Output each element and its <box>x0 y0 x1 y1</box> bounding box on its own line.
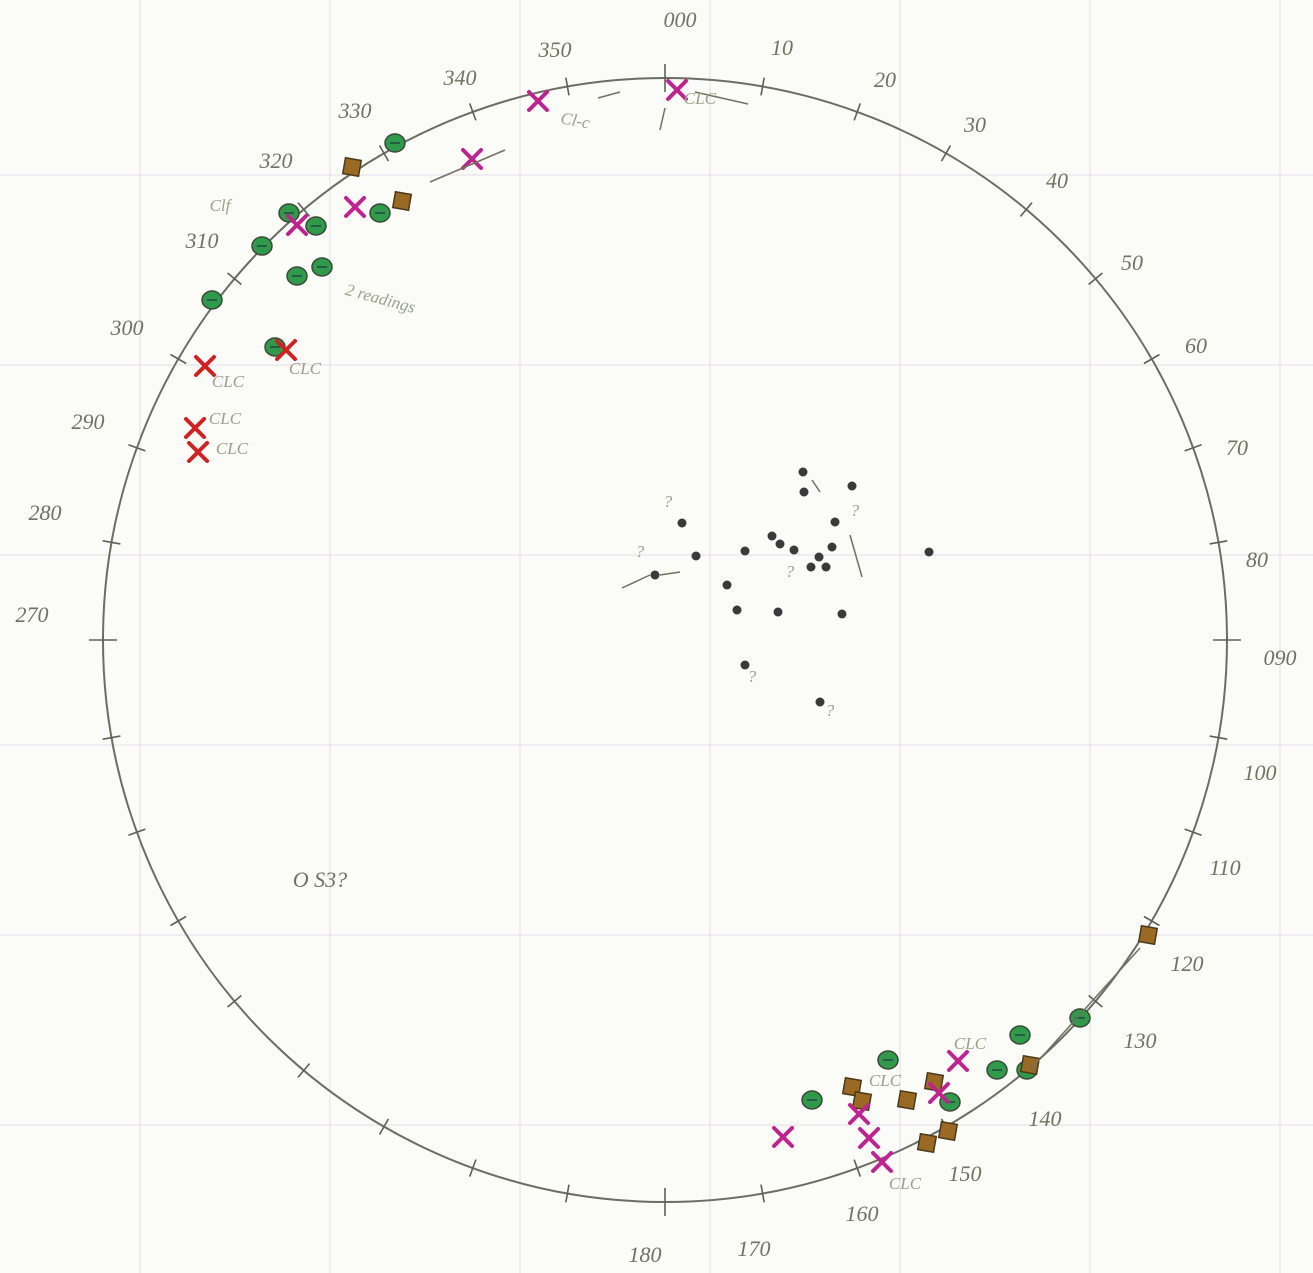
azimuth-label: 320 <box>259 148 293 173</box>
brown-pole <box>1139 926 1158 945</box>
center-pole <box>800 488 809 497</box>
annotation: CLC <box>289 359 322 378</box>
center-pole <box>828 543 837 552</box>
annotation: CLC <box>684 89 717 108</box>
annotation: ? <box>748 667 757 686</box>
page: 000 10 20 30 40 50 60 70 80 090 100 110 120 130 140 150… <box>0 0 1313 1273</box>
center-pole <box>733 606 742 615</box>
annotation: ? <box>826 701 835 720</box>
brown-pole <box>939 1122 958 1141</box>
azimuth-label: 310 <box>185 228 219 253</box>
brown-pole <box>1021 1056 1040 1075</box>
azimuth-label: 330 <box>338 98 372 123</box>
center-pole <box>831 518 840 527</box>
center-pole <box>776 540 785 549</box>
annotation: ? <box>664 492 673 511</box>
annotation: CLC <box>889 1174 922 1193</box>
azimuth-label: 60 <box>1185 333 1207 358</box>
azimuth-label: 340 <box>443 65 477 90</box>
center-pole <box>768 532 777 541</box>
azimuth-label: 100 <box>1244 760 1277 785</box>
annotation: ? <box>636 542 645 561</box>
center-pole <box>790 546 799 555</box>
azimuth-label: 30 <box>963 112 986 137</box>
azimuth-label: 280 <box>29 500 62 525</box>
center-pole <box>723 581 732 590</box>
center-pole <box>848 482 857 491</box>
paper <box>0 0 1313 1273</box>
stereonet: 000 10 20 30 40 50 60 70 80 090 100 110 120 130 140 150… <box>0 0 1313 1273</box>
brown-pole <box>898 1091 917 1110</box>
azimuth-label: 160 <box>846 1201 879 1226</box>
center-pole <box>807 563 816 572</box>
center-pole <box>678 519 687 528</box>
center-pole <box>799 468 808 477</box>
azimuth-label: 350 <box>538 37 572 62</box>
azimuth-label: 120 <box>1171 951 1204 976</box>
azimuth-label: 090 <box>1264 645 1297 670</box>
azimuth-label: 000 <box>664 7 697 32</box>
azimuth-label: 270 <box>16 602 49 627</box>
brown-pole <box>343 158 362 177</box>
annotation: ? <box>786 562 795 581</box>
azimuth-label: 170 <box>738 1236 771 1261</box>
center-pole <box>741 547 750 556</box>
center-pole <box>774 608 783 617</box>
center-pole <box>692 552 701 561</box>
annotation: CLC <box>209 409 242 428</box>
azimuth-label: 80 <box>1246 547 1268 572</box>
center-pole <box>925 548 934 557</box>
center-pole <box>651 571 660 580</box>
azimuth-label: 290 <box>72 409 105 434</box>
azimuth-label: 70 <box>1226 435 1248 460</box>
annotation: Clf <box>210 196 233 215</box>
center-pole <box>822 563 831 572</box>
azimuth-label: 110 <box>1209 855 1240 880</box>
annotation: CLC <box>954 1034 987 1053</box>
azimuth-label: 300 <box>110 315 144 340</box>
annotation: CLC <box>212 372 245 391</box>
annotation: CLC <box>216 439 249 458</box>
annotation: O S3? <box>293 867 347 892</box>
brown-pole <box>918 1134 937 1153</box>
annotation: ? <box>851 501 860 520</box>
azimuth-label: 150 <box>949 1161 982 1186</box>
azimuth-label: 10 <box>771 35 793 60</box>
azimuth-label: 140 <box>1029 1106 1062 1131</box>
annotation: CLC <box>869 1071 902 1090</box>
center-pole <box>815 553 824 562</box>
azimuth-label: 20 <box>874 67 896 92</box>
brown-pole <box>393 192 412 211</box>
brown-pole <box>853 1092 872 1111</box>
azimuth-label: 40 <box>1046 168 1068 193</box>
azimuth-label: 50 <box>1121 250 1143 275</box>
azimuth-label: 130 <box>1124 1028 1157 1053</box>
center-pole <box>816 698 825 707</box>
center-pole <box>838 610 847 619</box>
azimuth-label: 180 <box>629 1242 662 1267</box>
